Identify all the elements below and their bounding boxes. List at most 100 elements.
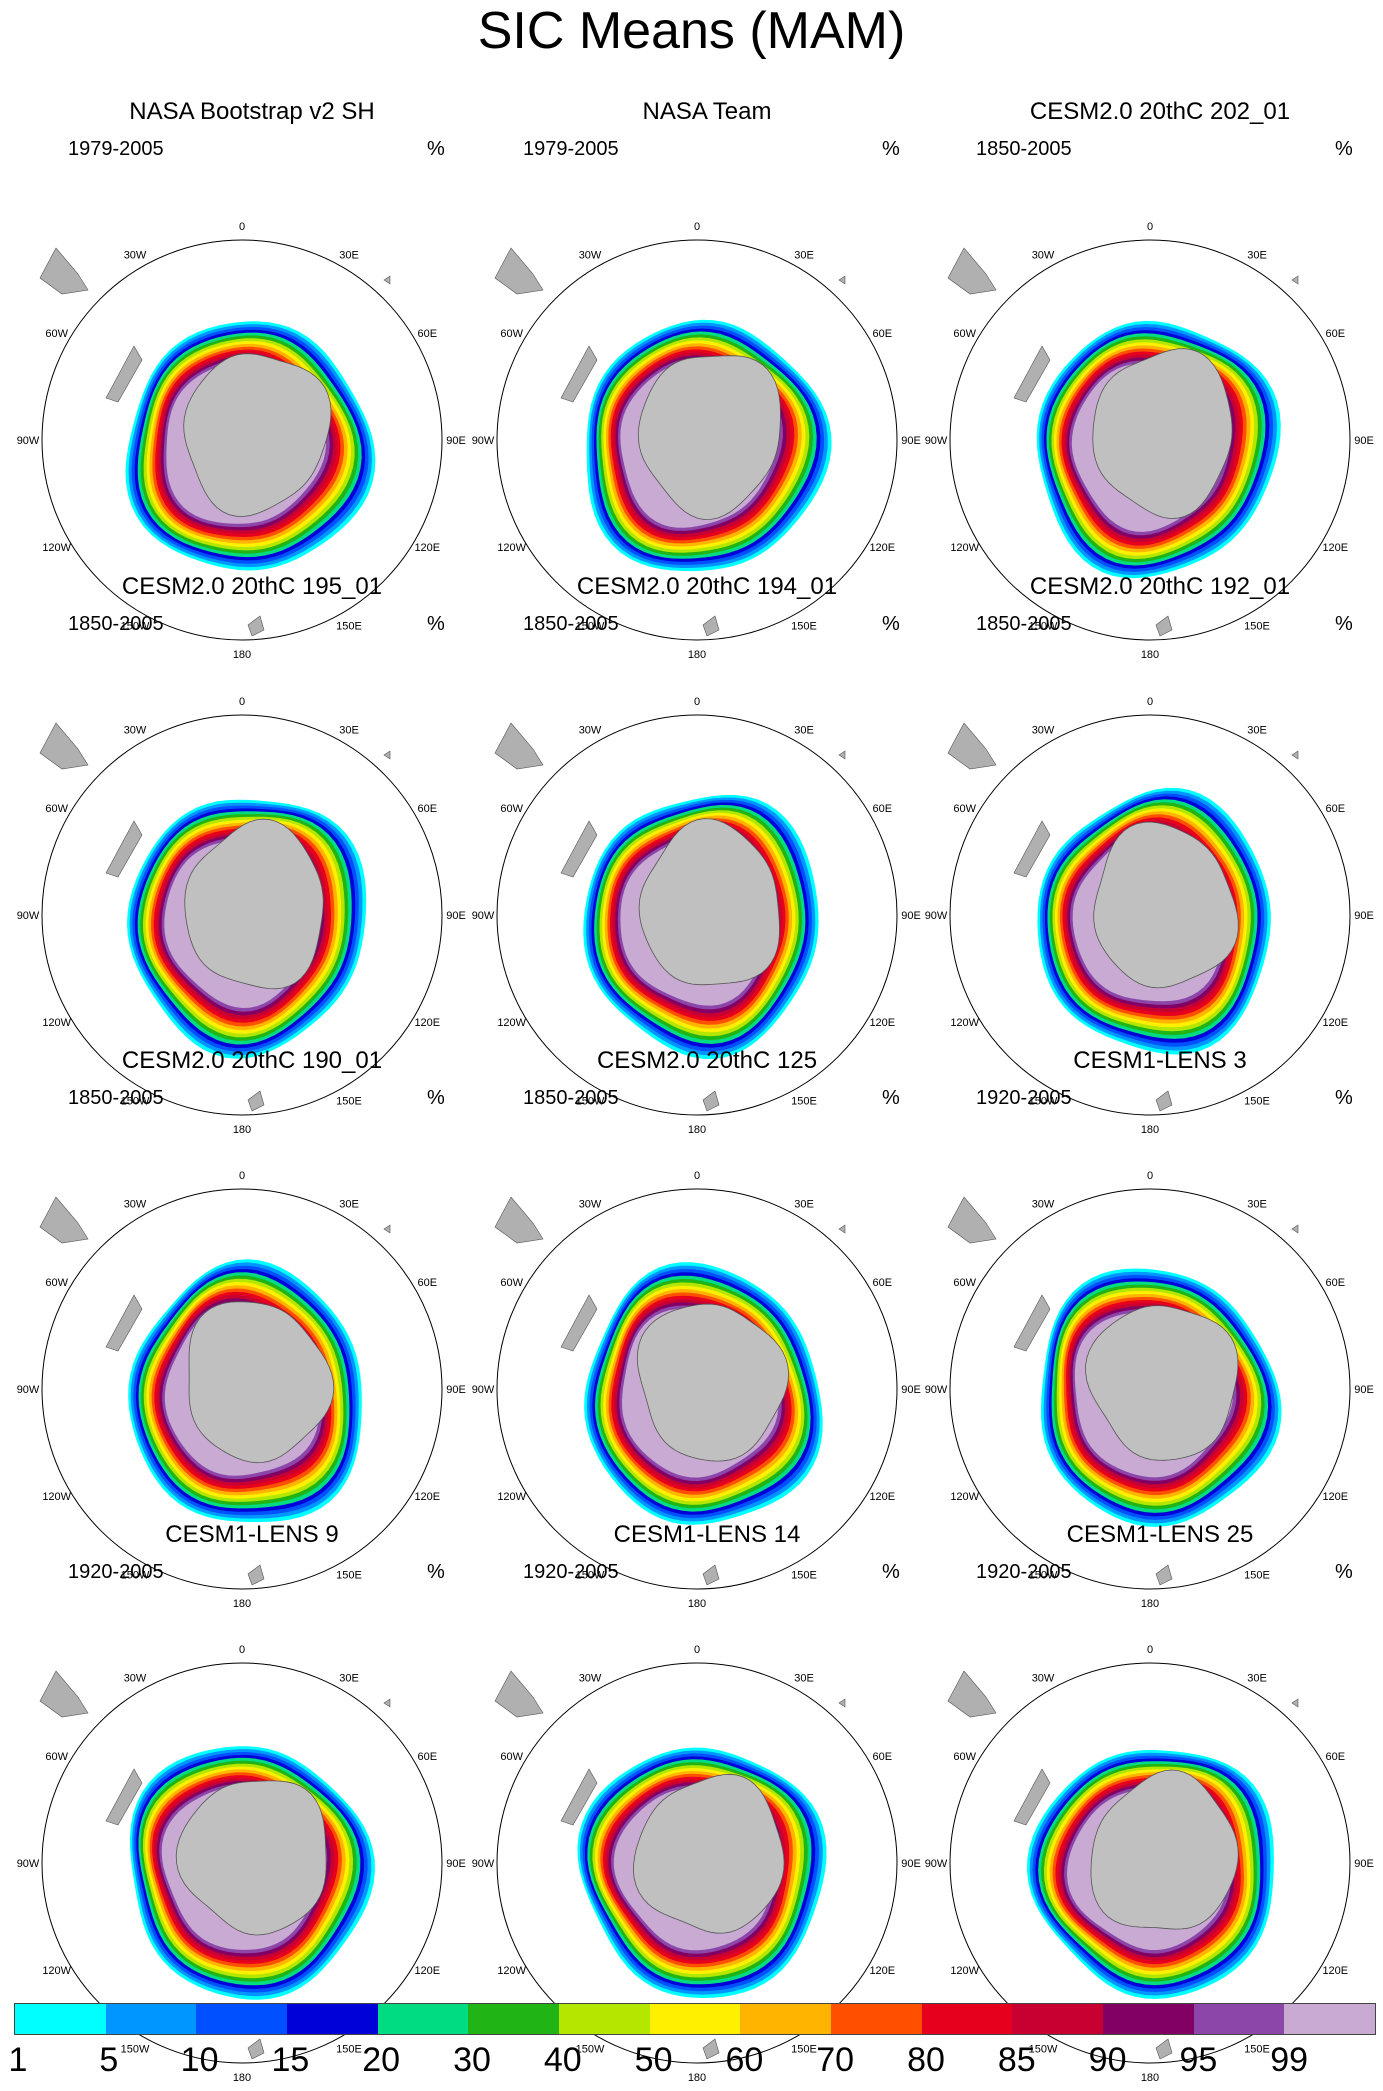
longitude-label: 0 xyxy=(1147,221,1153,233)
longitude-label: 30E xyxy=(339,250,359,262)
polar-map: 0 30E 60E 90E 120E 150E 180 150W 120W 90W 60W 30W xyxy=(925,696,1374,1136)
panel-unit: % xyxy=(1335,1561,1353,1583)
longitude-label: 180 xyxy=(1141,1124,1159,1136)
longitude-label: 90W xyxy=(925,910,948,922)
colorbar-label: 90 xyxy=(1088,2041,1127,2079)
island-fragment xyxy=(383,1224,391,1234)
longitude-label: 120W xyxy=(950,542,979,554)
longitude-label: 60W xyxy=(45,1751,68,1763)
panel-unit: % xyxy=(427,1087,445,1109)
antarctic-peninsula xyxy=(1013,345,1051,403)
antarctic-peninsula xyxy=(560,345,598,403)
longitude-label: 150W xyxy=(121,1569,150,1581)
longitude-label: 90W xyxy=(17,1384,40,1396)
panel-unit: % xyxy=(1335,138,1353,160)
antarctic-peninsula xyxy=(560,820,598,878)
new-zealand-fragment xyxy=(1155,615,1173,637)
antarctica-landmass xyxy=(1093,821,1239,989)
longitude-label: 60E xyxy=(873,1751,893,1763)
longitude-label: 90E xyxy=(446,1858,466,1870)
panel-unit: % xyxy=(882,1561,900,1583)
map-panel: 0 30E 60E 90E 120E 150E 180 150W 120W 90W 60W 30W CE… xyxy=(17,1047,482,1610)
panel-title: CESM1-LENS 25 xyxy=(1066,1521,1254,1548)
panel-title: CESM1-LENS 3 xyxy=(1073,1047,1247,1074)
south-america-tip xyxy=(947,1196,997,1244)
longitude-label: 180 xyxy=(1141,2072,1159,2084)
longitude-label: 30E xyxy=(794,1199,814,1211)
south-america-tip xyxy=(494,1196,544,1244)
longitude-label: 60W xyxy=(953,803,976,815)
colorbar-label: 10 xyxy=(180,2041,219,2079)
south-america-tip xyxy=(39,1670,89,1718)
panel-unit: % xyxy=(882,1087,900,1109)
antarctic-peninsula xyxy=(105,1768,143,1826)
longitude-label: 0 xyxy=(239,1170,245,1182)
map-panel: 0 30E 60E 90E 120E 150E 180 150W 120W 90W 60W 30W NA… xyxy=(472,98,937,661)
longitude-label: 60W xyxy=(500,328,523,340)
colorbar-segment xyxy=(649,2004,741,2034)
longitude-label: 150E xyxy=(791,1569,817,1581)
antarctic-peninsula xyxy=(560,1294,598,1352)
panel-period: 1850-2005 xyxy=(523,1087,619,1109)
longitude-label: 0 xyxy=(1147,696,1153,708)
longitude-label: 120W xyxy=(497,1491,526,1503)
panel-period: 1850-2005 xyxy=(523,613,619,635)
south-america-tip xyxy=(947,247,997,295)
longitude-label: 90E xyxy=(446,910,466,922)
south-america-tip xyxy=(494,722,544,770)
polar-map: 0 30E 60E 90E 120E 150E 180 150W 120W 90W 60W 30W xyxy=(17,1170,466,1610)
new-zealand-fragment xyxy=(247,1564,265,1586)
longitude-label: 150E xyxy=(1244,620,1270,632)
antarctic-peninsula xyxy=(1013,1768,1051,1826)
longitude-label: 150E xyxy=(791,620,817,632)
longitude-label: 90E xyxy=(1354,1384,1374,1396)
new-zealand-fragment xyxy=(1155,2038,1173,2060)
colorbar-label: 85 xyxy=(997,2041,1036,2079)
longitude-label: 150E xyxy=(791,2043,817,2055)
longitude-label: 90E xyxy=(901,1858,921,1870)
longitude-label: 150W xyxy=(121,620,150,632)
antarctica-landmass xyxy=(175,1780,327,1936)
longitude-label: 30E xyxy=(794,725,814,737)
longitude-label: 180 xyxy=(233,1124,251,1136)
south-america-tip xyxy=(39,1196,89,1244)
longitude-label: 180 xyxy=(688,2072,706,2084)
longitude-label: 30W xyxy=(579,250,602,262)
longitude-label: 120W xyxy=(42,542,71,554)
longitude-label: 150E xyxy=(1244,2043,1270,2055)
panel-unit: % xyxy=(427,613,445,635)
new-zealand-fragment xyxy=(702,1564,720,1586)
longitude-label: 30W xyxy=(124,250,147,262)
antarctica-landmass xyxy=(638,818,780,986)
longitude-label: 30W xyxy=(579,1673,602,1685)
longitude-label: 90W xyxy=(17,910,40,922)
longitude-label: 150E xyxy=(336,620,362,632)
longitude-label: 90W xyxy=(925,435,948,447)
longitude-label: 150E xyxy=(336,2043,362,2055)
new-zealand-fragment xyxy=(702,2038,720,2060)
colorbar-label: 99 xyxy=(1270,2041,1309,2079)
longitude-label: 120W xyxy=(497,542,526,554)
longitude-label: 60E xyxy=(1326,1751,1346,1763)
longitude-label: 180 xyxy=(688,649,706,661)
longitude-label: 0 xyxy=(239,221,245,233)
longitude-label: 90W xyxy=(472,1384,495,1396)
panel-unit: % xyxy=(427,1561,445,1583)
map-panel: 0 30E 60E 90E 120E 150E 180 150W 120W 90W 60W 30W CE… xyxy=(925,573,1383,1136)
longitude-label: 60E xyxy=(1326,328,1346,340)
longitude-label: 120W xyxy=(497,1965,526,1977)
longitude-label: 150E xyxy=(791,1095,817,1107)
colorbar-segment xyxy=(831,2004,922,2034)
map-panel: 0 30E 60E 90E 120E 150E 180 150W 120W 90W 60W 30W NA… xyxy=(17,98,482,661)
longitude-label: 150W xyxy=(1029,1569,1058,1581)
polar-map: 0 30E 60E 90E 120E 150E 180 150W 120W 90W 60W 30W xyxy=(925,221,1374,661)
antarctic-peninsula xyxy=(1013,1294,1051,1352)
longitude-label: 120W xyxy=(497,1017,526,1029)
longitude-label: 30E xyxy=(339,725,359,737)
panel-title: CESM2.0 20thC 195_01 xyxy=(121,573,383,600)
longitude-label: 150W xyxy=(1029,2043,1058,2055)
longitude-label: 150W xyxy=(576,2043,605,2055)
longitude-label: 90E xyxy=(1354,1858,1374,1870)
colorbar xyxy=(14,2003,1376,2035)
map-panel: 0 30E 60E 90E 120E 150E 180 150W 120W 90W 60W 30W CE… xyxy=(925,1521,1383,2084)
